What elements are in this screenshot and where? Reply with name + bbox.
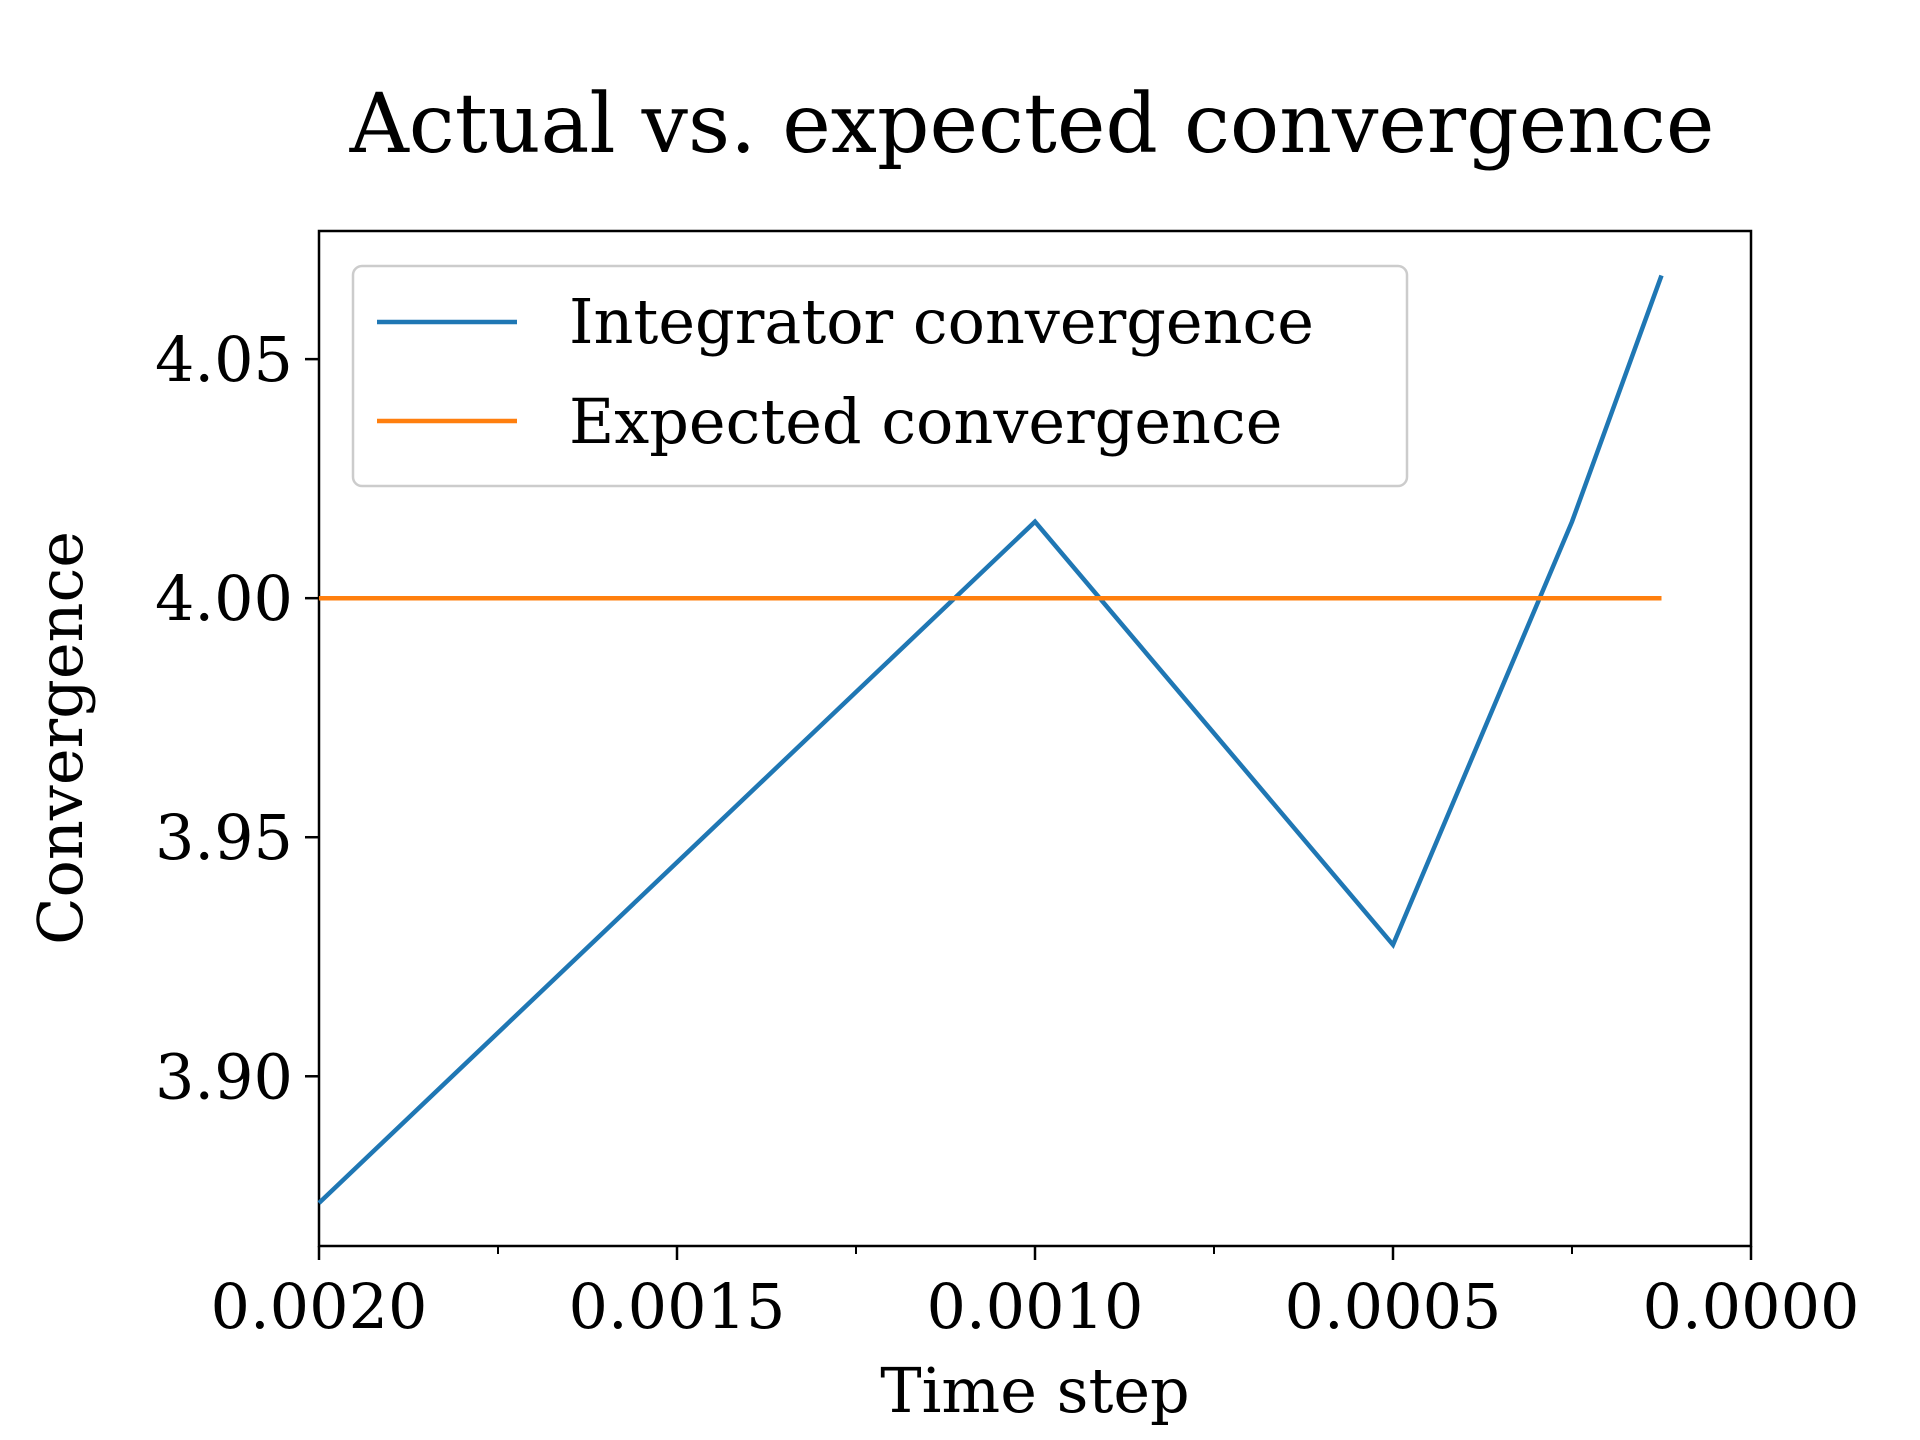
y-tick-label: 3.95 bbox=[155, 801, 293, 874]
x-tick-label: 0.0005 bbox=[1285, 1270, 1502, 1343]
x-axis: 0.0020 0.0015 0.0010 0.0005 0.0000 bbox=[211, 1246, 1860, 1343]
y-tick-label: 4.05 bbox=[155, 323, 293, 396]
legend-label-integrator: Integrator convergence bbox=[569, 285, 1314, 358]
legend-label-expected: Expected convergence bbox=[569, 385, 1282, 458]
x-tick-label: 0.0000 bbox=[1643, 1270, 1860, 1343]
legend: Integrator convergence Expected converge… bbox=[351, 264, 1409, 488]
y-tick-label: 3.90 bbox=[155, 1040, 293, 1113]
x-tick-label: 0.0010 bbox=[927, 1270, 1144, 1343]
y-axis-label: Convergence bbox=[24, 531, 97, 945]
y-axis: 3.90 3.95 4.00 4.05 bbox=[155, 323, 319, 1113]
x-tick-label: 0.0015 bbox=[569, 1270, 786, 1343]
chart-title: Actual vs. expected convergence bbox=[349, 77, 1715, 172]
x-tick-label: 0.0020 bbox=[211, 1270, 428, 1343]
x-axis-label: Time step bbox=[880, 1354, 1190, 1427]
series-layer bbox=[317, 274, 1664, 1205]
y-tick-label: 4.00 bbox=[155, 562, 293, 635]
series-line-integrator bbox=[317, 274, 1664, 1205]
legend-box bbox=[351, 264, 1409, 488]
